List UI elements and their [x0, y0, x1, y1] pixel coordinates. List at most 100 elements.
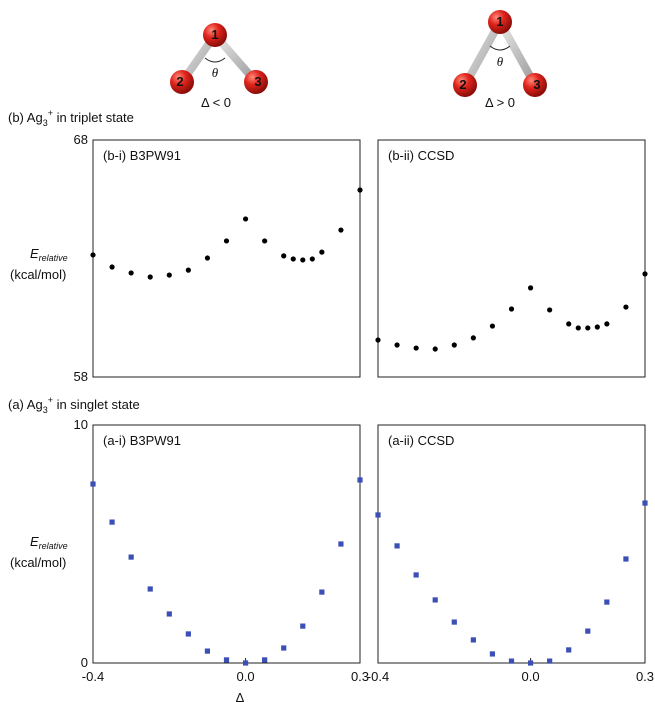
marker — [375, 512, 380, 517]
marker — [623, 304, 628, 309]
node-label: 2 — [176, 74, 183, 89]
x-tick-label: -0.4 — [82, 669, 104, 684]
panel-title: (b-i) B3PW91 — [103, 148, 181, 163]
y-axis-unit: (kcal/mol) — [10, 267, 66, 282]
marker — [243, 660, 248, 665]
figure: 1 2 3 θ Δ < 0 1 2 3 θ Δ > 0 (b) Ag3+ in … — [0, 0, 655, 702]
node-label: 1 — [496, 14, 503, 29]
section-heading: (b) Ag3+ in triplet state — [8, 108, 134, 128]
marker — [585, 325, 590, 330]
plot-frame — [378, 425, 645, 663]
molecule-diagram: 1 2 3 θ Δ < 0 — [170, 23, 268, 110]
marker — [604, 321, 609, 326]
panel-title: (a-ii) CCSD — [388, 433, 454, 448]
marker — [414, 572, 419, 577]
marker — [414, 345, 419, 350]
marker — [338, 541, 343, 546]
marker — [129, 270, 134, 275]
marker — [310, 256, 315, 261]
marker — [509, 658, 514, 663]
x-tick-label: 0.0 — [522, 669, 540, 684]
x-tick-label: 0.0 — [237, 669, 255, 684]
plot-frame — [378, 140, 645, 377]
molecule-diagram: 1 2 3 θ Δ > 0 — [453, 10, 547, 110]
marker — [167, 272, 172, 277]
marker — [109, 264, 114, 269]
marker — [490, 651, 495, 656]
marker — [566, 321, 571, 326]
node-label: 1 — [211, 27, 218, 42]
marker — [300, 257, 305, 262]
marker — [281, 645, 286, 650]
marker — [623, 556, 628, 561]
marker — [566, 647, 571, 652]
marker — [528, 660, 533, 665]
marker — [319, 250, 324, 255]
marker — [576, 325, 581, 330]
marker — [595, 324, 600, 329]
marker — [433, 597, 438, 602]
marker — [509, 306, 514, 311]
plot-frame — [93, 140, 360, 377]
marker — [471, 335, 476, 340]
marker — [186, 268, 191, 273]
marker — [224, 238, 229, 243]
angle-label: θ — [212, 65, 219, 80]
marker — [394, 342, 399, 347]
y-axis-unit: (kcal/mol) — [10, 555, 66, 570]
marker — [148, 586, 153, 591]
marker — [262, 238, 267, 243]
marker — [205, 255, 210, 260]
x-tick-label: 0.3 — [636, 669, 654, 684]
panel-title: (b-ii) CCSD — [388, 148, 454, 163]
marker — [433, 346, 438, 351]
marker — [604, 599, 609, 604]
marker — [224, 657, 229, 662]
marker — [109, 520, 114, 525]
diagram-caption: Δ > 0 — [485, 95, 515, 110]
y-tick-label: 10 — [74, 417, 88, 432]
marker — [129, 554, 134, 559]
marker — [585, 629, 590, 634]
y-axis-label: Erelative — [30, 534, 68, 551]
panel-title: (a-i) B3PW91 — [103, 433, 181, 448]
marker — [205, 649, 210, 654]
marker — [357, 187, 362, 192]
marker — [394, 543, 399, 548]
marker — [375, 337, 380, 342]
marker — [167, 611, 172, 616]
marker — [300, 624, 305, 629]
marker — [186, 631, 191, 636]
marker — [148, 274, 153, 279]
marker — [547, 658, 552, 663]
marker — [90, 481, 95, 486]
marker — [452, 619, 457, 624]
marker — [90, 252, 95, 257]
marker — [319, 589, 324, 594]
marker — [281, 253, 286, 258]
diagram-caption: Δ < 0 — [201, 95, 231, 110]
y-tick-label: 68 — [74, 132, 88, 147]
x-axis-label: Δ — [236, 690, 245, 702]
node-label: 2 — [459, 77, 466, 92]
marker — [262, 657, 267, 662]
marker — [452, 342, 457, 347]
marker — [490, 323, 495, 328]
marker — [642, 500, 647, 505]
y-tick-label: 0 — [81, 655, 88, 670]
marker — [357, 477, 362, 482]
node-label: 3 — [254, 74, 261, 89]
node-label: 3 — [533, 77, 540, 92]
marker — [547, 307, 552, 312]
y-axis-label: Erelative — [30, 246, 68, 263]
marker — [528, 285, 533, 290]
marker — [642, 271, 647, 276]
marker — [471, 637, 476, 642]
angle-label: θ — [497, 54, 504, 69]
y-tick-label: 58 — [74, 369, 88, 384]
marker — [291, 256, 296, 261]
marker — [243, 216, 248, 221]
plot-frame — [93, 425, 360, 663]
marker — [338, 227, 343, 232]
x-tick-label: -0.4 — [367, 669, 389, 684]
